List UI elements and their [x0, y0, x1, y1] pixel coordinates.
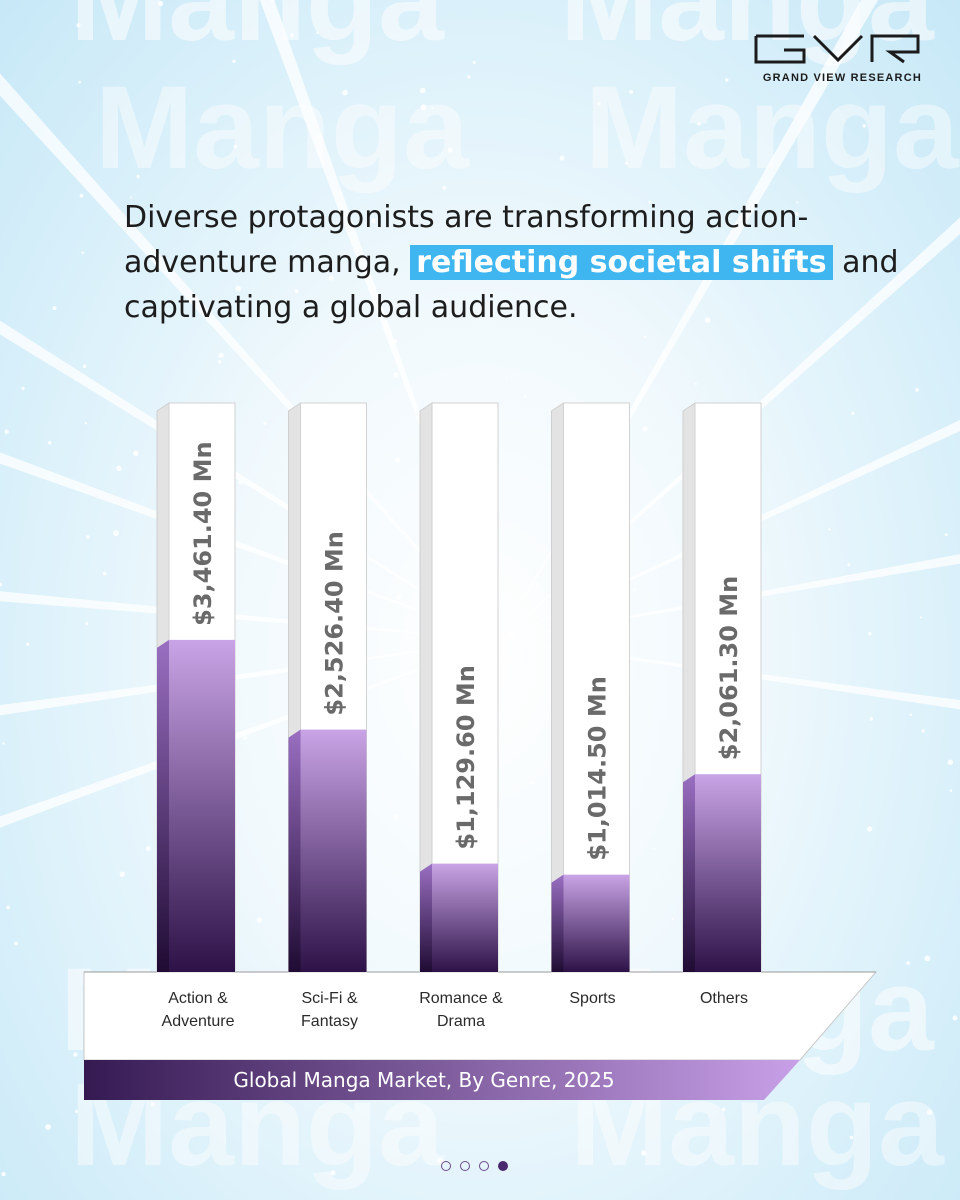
- category-label-line: Adventure: [161, 1013, 235, 1030]
- bar-5: $2,061.30 Mn: [682, 402, 762, 973]
- bar-fill: [563, 874, 630, 972]
- bar-1: $3,461.40 Mn: [156, 402, 236, 973]
- bar-fill-side: [683, 774, 695, 972]
- watermark-word: Manga: [95, 62, 470, 194]
- category-label: Action & Adventure: [123, 987, 273, 1033]
- bar-value-label: $2,526.40 Mn: [321, 531, 349, 715]
- headline-highlight: reflecting societal shifts: [410, 245, 833, 280]
- pagination-dot-2[interactable]: [460, 1161, 470, 1171]
- bar-2: $2,526.40 Mn: [288, 402, 367, 973]
- bar-fill-side: [157, 639, 169, 972]
- headline: Diverse protagonists are transforming ac…: [124, 195, 904, 330]
- gvr-logo: GRAND VIEW RESEARCH: [754, 34, 922, 84]
- category-label: Others: [649, 987, 799, 1010]
- bar-value-label: $2,061.30 Mn: [715, 576, 743, 760]
- category-label: Sports: [518, 987, 668, 1010]
- bar-value-label: $3,461.40 Mn: [189, 441, 217, 625]
- bar-3: $1,129.60 Mn: [419, 402, 499, 973]
- pagination-dot-1[interactable]: [441, 1161, 451, 1171]
- bar-fill: [300, 729, 367, 972]
- bar-value-label: $1,014.50 Mn: [584, 676, 612, 860]
- pagination-dot-3[interactable]: [479, 1161, 489, 1171]
- category-label: Romance & Drama: [386, 987, 536, 1033]
- title-band-shape: [84, 1060, 800, 1100]
- category-label-line: Others: [699, 990, 748, 1007]
- bar-4: $1,014.50 Mn: [551, 402, 630, 973]
- headline-text: Diverse protagonists are transforming ac…: [124, 200, 809, 280]
- category-label-line: Action &: [168, 990, 228, 1007]
- pagination-dot-4[interactable]: [498, 1161, 508, 1171]
- gvr-logo-icon: [754, 34, 920, 64]
- bar-fill-side: [288, 729, 301, 972]
- chart-title-band: Global Manga Market, By Genre, 2025: [84, 1060, 800, 1100]
- bar-fill-side: [420, 863, 432, 972]
- headline-text-end: and captivating a global audience.: [124, 245, 899, 325]
- bar-fill: [169, 639, 235, 972]
- category-label-line: Fantasy: [301, 1013, 358, 1030]
- chart-title: Global Manga Market, By Genre, 2025: [233, 1068, 615, 1092]
- bar-fill: [695, 774, 761, 972]
- bar-value-label: $1,129.60 Mn: [452, 665, 480, 849]
- category-label-line: Sports: [569, 990, 616, 1007]
- watermark-word: Manga: [585, 62, 960, 194]
- category-label-line: Romance &: [419, 990, 503, 1007]
- bar-fill-side: [551, 874, 564, 972]
- category-label-line: Sci-Fi &: [301, 990, 358, 1007]
- bars-group: $3,461.40 Mn $2,526.40 Mn $1,129.60 Mn $1,0…: [156, 402, 762, 973]
- category-label-line: Drama: [436, 1013, 485, 1030]
- category-label: Sci-Fi & Fantasy: [255, 987, 405, 1033]
- bar-fill: [432, 863, 498, 972]
- watermark-word: Manga: [70, 0, 445, 66]
- brand-name: GRAND VIEW RESEARCH: [762, 72, 922, 84]
- pagination-dots: [441, 1161, 508, 1175]
